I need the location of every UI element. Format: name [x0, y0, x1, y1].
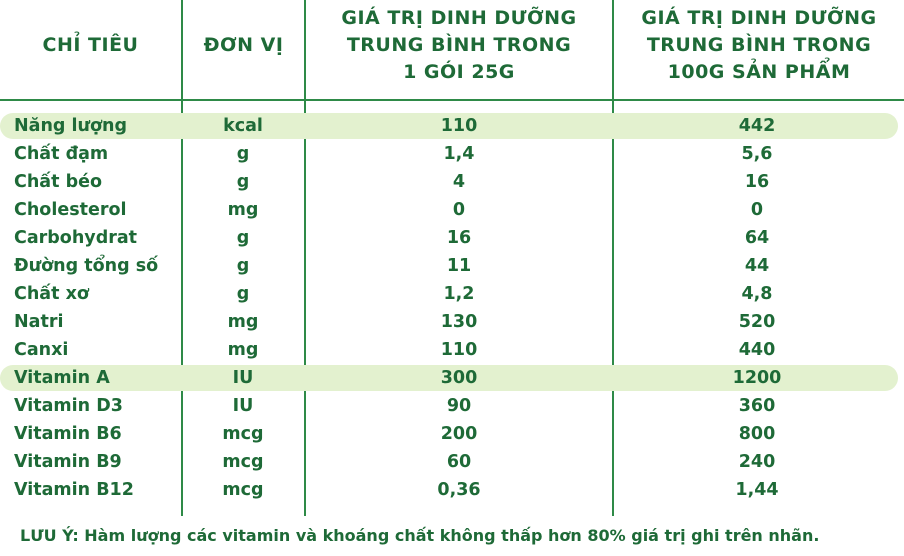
- table-row: Vitamin B6 mcg 200 800: [0, 420, 904, 448]
- table-row: Cholesterol mg 0 0: [0, 196, 904, 224]
- per-pack-cell: 130: [440, 312, 478, 332]
- per-100g-cell: 520: [738, 312, 776, 332]
- row-highlight: [0, 113, 898, 139]
- unit-cell: mcg: [222, 424, 264, 444]
- table-row: Canxi mg 110 440: [0, 336, 904, 364]
- table-row: Chất đạm g 1,4 5,6: [0, 140, 904, 168]
- indicator-cell: Cholesterol: [14, 200, 127, 220]
- footnote: LƯU Ý: Hàm lượng các vitamin và khoáng c…: [20, 526, 820, 545]
- unit-cell: g: [236, 144, 250, 164]
- per-100g-cell: 64: [744, 228, 770, 248]
- indicator-cell: Canxi: [14, 340, 69, 360]
- column-divider: [612, 0, 614, 516]
- unit-cell: IU: [232, 396, 254, 416]
- indicator-cell: Chất đạm: [14, 144, 109, 164]
- indicator-cell: Carbohydrat: [14, 228, 138, 248]
- table-row: Chất béo g 4 16: [0, 168, 904, 196]
- indicator-cell: Vitamin D3: [14, 396, 123, 416]
- table-row: Năng lượng kcal 110 442: [0, 112, 904, 140]
- per-pack-cell: 11: [446, 256, 472, 276]
- indicator-cell: Đường tổng số: [14, 256, 159, 276]
- unit-cell: mg: [227, 200, 259, 220]
- header-unit: ĐƠN VỊ: [203, 34, 284, 56]
- per-100g-cell: 1200: [732, 368, 782, 388]
- per-100g-cell: 0: [750, 200, 764, 220]
- per-pack-cell: 16: [446, 228, 472, 248]
- indicator-cell: Vitamin B9: [14, 452, 122, 472]
- per-pack-cell: 1,4: [443, 144, 475, 164]
- header-divider: [0, 99, 904, 101]
- table-row: Vitamin A IU 300 1200: [0, 364, 904, 392]
- per-pack-cell: 110: [440, 340, 478, 360]
- indicator-cell: Natri: [14, 312, 64, 332]
- row-highlight: [0, 365, 898, 391]
- unit-cell: g: [236, 256, 250, 276]
- unit-cell: g: [236, 228, 250, 248]
- unit-cell: g: [236, 172, 250, 192]
- table-row: Chất xơ g 1,2 4,8: [0, 280, 904, 308]
- unit-cell: kcal: [223, 116, 263, 136]
- unit-cell: mg: [227, 340, 259, 360]
- table-row: Carbohydrat g 16 64: [0, 224, 904, 252]
- per-100g-cell: 16: [744, 172, 770, 192]
- unit-cell: mg: [227, 312, 259, 332]
- indicator-cell: Chất béo: [14, 172, 102, 192]
- column-divider: [181, 0, 183, 516]
- table-row: Natri mg 130 520: [0, 308, 904, 336]
- per-100g-cell: 1,44: [735, 480, 779, 500]
- table-row: Đường tổng số g 11 44: [0, 252, 904, 280]
- per-100g-cell: 440: [738, 340, 776, 360]
- table-row: Vitamin D3 IU 90 360: [0, 392, 904, 420]
- unit-cell: g: [236, 284, 250, 304]
- indicator-cell: Vitamin B6: [14, 424, 122, 444]
- per-100g-cell: 360: [738, 396, 776, 416]
- indicator-cell: Năng lượng: [14, 116, 127, 136]
- header-indicator: CHỈ TIÊU: [42, 34, 139, 56]
- indicator-cell: Vitamin A: [14, 368, 110, 388]
- per-100g-cell: 240: [738, 452, 776, 472]
- header-per-100g: GIÁ TRỊ DINH DƯỠNG TRUNG BÌNH TRONG 100G…: [641, 7, 877, 83]
- per-100g-cell: 442: [738, 116, 776, 136]
- per-pack-cell: 300: [440, 368, 478, 388]
- table-row: Vitamin B12 mcg 0,36 1,44: [0, 476, 904, 504]
- per-pack-cell: 4: [452, 172, 466, 192]
- per-pack-cell: 0,36: [437, 480, 481, 500]
- per-100g-cell: 4,8: [741, 284, 773, 304]
- per-100g-cell: 800: [738, 424, 776, 444]
- per-100g-cell: 44: [744, 256, 770, 276]
- indicator-cell: Vitamin B12: [14, 480, 134, 500]
- unit-cell: mcg: [222, 452, 264, 472]
- per-pack-cell: 110: [440, 116, 478, 136]
- per-pack-cell: 60: [446, 452, 472, 472]
- unit-cell: mcg: [222, 480, 264, 500]
- per-pack-cell: 200: [440, 424, 478, 444]
- per-100g-cell: 5,6: [741, 144, 773, 164]
- header-per-pack: GIÁ TRỊ DINH DƯỠNG TRUNG BÌNH TRONG 1 GÓ…: [341, 7, 577, 83]
- column-divider: [304, 0, 306, 516]
- table-row: Vitamin B9 mcg 60 240: [0, 448, 904, 476]
- per-pack-cell: 0: [452, 200, 466, 220]
- per-pack-cell: 1,2: [443, 284, 475, 304]
- indicator-cell: Chất xơ: [14, 284, 89, 304]
- unit-cell: IU: [232, 368, 254, 388]
- per-pack-cell: 90: [446, 396, 472, 416]
